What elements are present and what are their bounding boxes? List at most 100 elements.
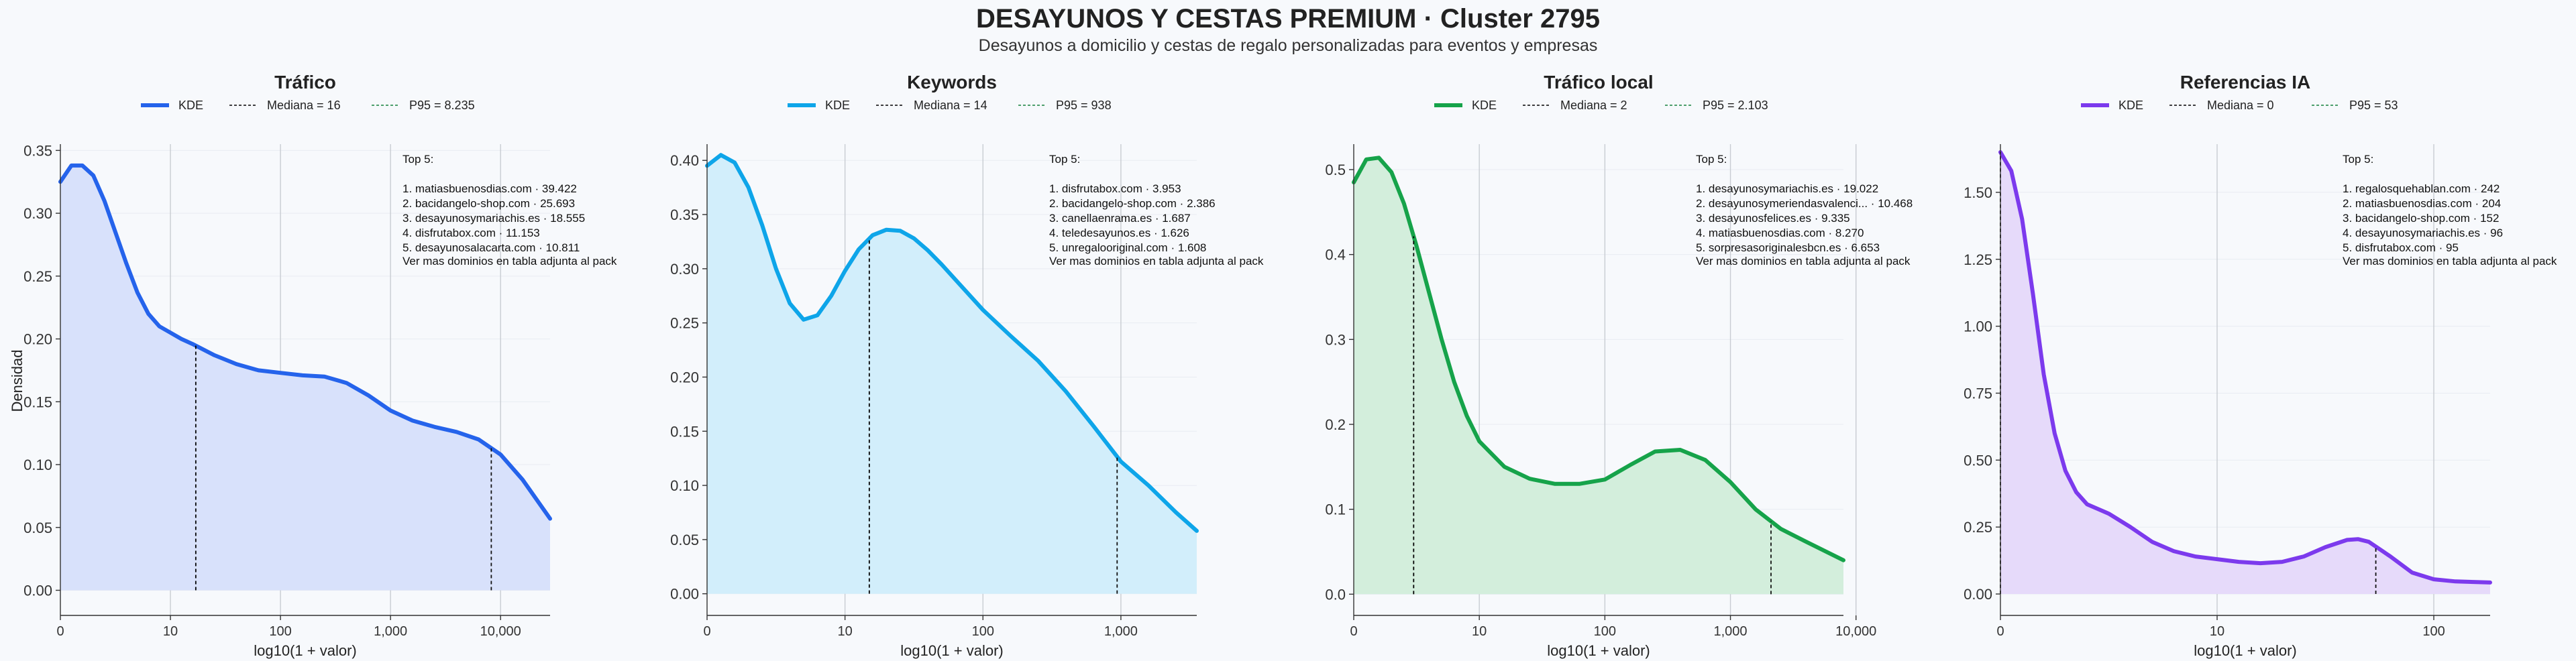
chart-panel-1: Tráfico KDE Mediana = 16 P95 = 8.235 0.00 0.0… [23,72,617,659]
legend-median-label: Mediana = 0 [2207,99,2274,112]
y-tick-label: 0.35 [23,142,52,159]
y-axis-label: Densidad [9,350,25,412]
top5-item: 4. teledesayunos.es · 1.626 [1049,227,1189,239]
x-tick-label: 0 [1996,624,2004,639]
top5-item: 5. desayunosalacarta.com · 10.811 [402,241,580,254]
legend-p95-label: P95 = 8.235 [409,99,475,112]
y-tick-label: 0.2 [1325,416,1346,433]
y-tick-label: 0.3 [1325,331,1346,348]
top5-item: 2. bacidangelo-shop.com · 25.693 [402,197,575,210]
x-tick-label: 10,000 [480,624,521,639]
x-tick-label: 100 [269,624,291,639]
top5-item: 1. desayunosymariachis.es · 19.022 [1696,182,1878,195]
x-tick-label: 0 [703,624,710,639]
x-tick-label: 100 [1594,624,1616,639]
y-tick-label: 0.0 [1325,586,1346,603]
chart-panel-4: Referencias IA KDE Mediana = 0 P95 = 53 0.00… [1964,72,2557,659]
x-tick-label: 1,000 [1714,624,1748,639]
chart-panel-3: Tráfico local KDE Mediana = 2 P95 = 2.103 0.… [1325,72,1913,659]
y-tick-label: 0.50 [1964,452,1992,469]
y-tick-label: 0.1 [1325,501,1346,518]
top5-item: 3. canellaenrama.es · 1.687 [1049,212,1191,225]
y-tick-label: 0.25 [670,315,699,332]
x-axis-label: log10(1 + valor) [1547,642,1650,659]
legend-median-label: Mediana = 16 [267,99,341,112]
y-tick-label: 0.20 [670,369,699,385]
chart-panel-2: Keywords KDE Mediana = 14 P95 = 938 0.00 0.05… [670,72,1264,659]
y-tick-label: 0.15 [670,423,699,440]
legend-p95-label: P95 = 2.103 [1703,99,1768,112]
top5-footnote: Ver mas dominios en tabla adjunta al pac… [1049,255,1264,267]
x-tick-label: 10 [838,624,853,639]
x-axis-label: log10(1 + valor) [900,642,1003,659]
top5-item: 1. matiasbuenosdias.com · 39.422 [402,182,577,195]
y-tick-label: 0.35 [670,206,699,223]
y-tick-label: 0.05 [670,532,699,548]
top5-item: 1. regalosquehablan.com · 242 [2343,182,2500,195]
top5-item: 3. desayunosfelices.es · 9.335 [1696,212,1850,225]
legend-kde-label: KDE [1472,99,1497,112]
y-tick-label: 0.15 [23,394,52,410]
legend-median-label: Mediana = 14 [914,99,987,112]
y-tick-label: 0.00 [1964,586,1992,603]
top5-item: 2. desayunosymeriendasvalenci... · 10.46… [1696,197,1913,210]
y-tick-label: 0.10 [670,477,699,494]
x-tick-label: 10 [163,624,178,639]
kde-area [1354,158,1843,595]
y-tick-label: 0.05 [23,520,52,536]
legend-p95-label: P95 = 53 [2349,99,2398,112]
legend-p95-label: P95 = 938 [1056,99,1112,112]
legend-kde-label: KDE [178,99,203,112]
y-tick-label: 0.00 [670,586,699,603]
x-tick-label: 100 [2422,624,2445,639]
kde-line [58,163,552,521]
top5-item: 4. disfrutabox.com · 11.153 [402,227,540,239]
chart-title: Tráfico local [1544,72,1653,93]
top5-footnote: Ver mas dominios en tabla adjunta al pac… [402,255,617,267]
top5-footnote: Ver mas dominios en tabla adjunta al pac… [1696,255,1911,267]
y-tick-label: 1.00 [1964,318,1992,335]
x-tick-label: 0 [1350,624,1357,639]
figure-title: DESAYUNOS Y CESTAS PREMIUM · Cluster 279… [976,4,1600,34]
x-tick-label: 10 [2210,624,2224,639]
y-tick-label: 0.75 [1964,385,1992,402]
top5-heading: Top 5: [2343,153,2373,166]
legend-kde-label: KDE [2118,99,2143,112]
top5-heading: Top 5: [402,153,433,166]
top5-item: 3. desayunosymariachis.es · 18.555 [402,212,585,225]
chart-title: Keywords [907,72,997,93]
kde-line [705,153,1199,533]
x-tick-label: 100 [972,624,994,639]
top5-footnote: Ver mas dominios en tabla adjunta al pac… [2343,255,2557,267]
figure-subtitle: Desayunos a domicilio y cestas de regalo… [978,36,1598,55]
x-tick-label: 0 [56,624,64,639]
chart-title: Referencias IA [2180,72,2311,93]
y-tick-label: 0.25 [23,268,52,285]
kde-area [707,155,1197,594]
x-tick-label: 1,000 [1104,624,1138,639]
legend-median-label: Mediana = 2 [1560,99,1627,112]
top5-item: 5. disfrutabox.com · 95 [2343,241,2459,254]
y-tick-label: 0.4 [1325,247,1346,263]
top5-item: 1. disfrutabox.com · 3.953 [1049,182,1181,195]
top5-item: 4. matiasbuenosdias.com · 8.270 [1696,227,1864,239]
top5-heading: Top 5: [1696,153,1727,166]
y-tick-label: 0.40 [670,152,699,169]
top5-item: 5. unregalooriginal.com · 1.608 [1049,241,1206,254]
x-tick-label: 10,000 [1835,624,1876,639]
top5-heading: Top 5: [1049,153,1080,166]
top5-item: 2. bacidangelo-shop.com · 2.386 [1049,197,1216,210]
chart-title: Tráfico [274,72,336,93]
y-tick-label: 0.30 [23,205,52,222]
top5-item: 4. desayunosymariachis.es · 96 [2343,227,2503,239]
y-tick-label: 0.25 [1964,519,1992,536]
y-tick-label: 0.30 [670,261,699,278]
x-axis-label: log10(1 + valor) [2194,642,2296,659]
top5-item: 5. sorpresasoriginalesbcn.es · 6.653 [1696,241,1880,254]
y-tick-label: 1.25 [1964,251,1992,268]
top5-item: 2. matiasbuenosdias.com · 204 [2343,197,2501,210]
x-axis-label: log10(1 + valor) [254,642,356,659]
y-tick-label: 1.50 [1964,184,1992,201]
